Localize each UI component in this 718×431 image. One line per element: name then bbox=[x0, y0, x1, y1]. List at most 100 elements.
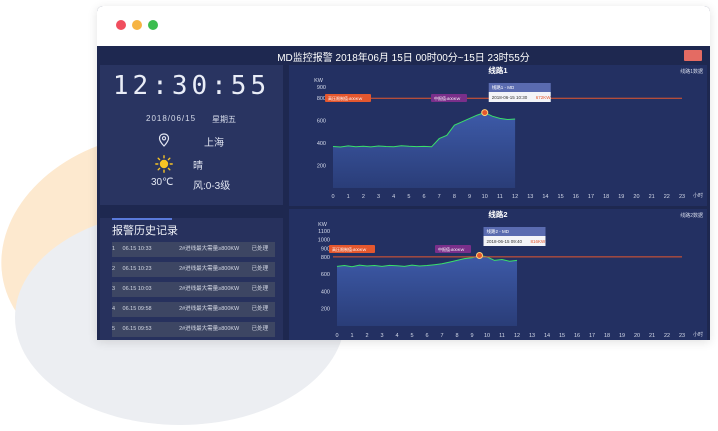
x-tick-label: 9 bbox=[470, 333, 473, 339]
history-row-message: 2#进线最大需量≥800KW bbox=[179, 246, 240, 252]
high-limit-tag-text: 高压限制值:800KW bbox=[332, 246, 366, 252]
x-tick-label: 4 bbox=[392, 194, 395, 200]
dashboard-header: MD监控报警 2018年06月 15日 00时00分~15日 23时55分 bbox=[97, 46, 710, 64]
history-row-status: 已处理 bbox=[251, 306, 269, 312]
sun-icon bbox=[155, 155, 173, 173]
high-limit-tag bbox=[329, 245, 375, 253]
x-tick-label: 5 bbox=[407, 194, 410, 200]
y-tick-label: 600 bbox=[321, 272, 330, 278]
history-row-message: 2#进线最大需量≥800KW bbox=[179, 326, 240, 332]
tooltip-time: 2018-06-15 10:30 bbox=[492, 95, 528, 100]
history-row[interactable]: 2 06.15 10:23 2#进线最大需量≥800KW 已处理 bbox=[112, 262, 275, 277]
x-tick-label: 19 bbox=[619, 333, 625, 339]
history-row-index: 4 bbox=[112, 306, 116, 312]
chart-title: 线路1 bbox=[488, 65, 507, 75]
history-row-time: 06.15 10:03 bbox=[122, 286, 152, 292]
history-row[interactable]: 4 06.15 09:58 2#进线最大需量≥800KW 已处理 bbox=[112, 302, 275, 317]
y-tick-label: 900 bbox=[317, 85, 326, 91]
history-row-status: 已处理 bbox=[251, 286, 269, 292]
x-tick-label: 7 bbox=[438, 194, 441, 200]
history-title: 报警历史记录 bbox=[112, 225, 178, 237]
x-tick-label: 5 bbox=[410, 333, 413, 339]
mid-limit-tag bbox=[431, 94, 467, 102]
x-tick-label: 19 bbox=[618, 194, 624, 200]
x-tick-label: 12 bbox=[514, 333, 520, 339]
history-row-time: 06.15 09:53 bbox=[122, 326, 152, 332]
x-tick-label: 22 bbox=[664, 333, 670, 339]
x-tick-label: 15 bbox=[558, 194, 564, 200]
x-tick-label: 11 bbox=[499, 333, 505, 339]
history-row-status: 已处理 bbox=[251, 326, 269, 332]
tooltip-time: 2018-06-15 09:40 bbox=[487, 239, 523, 244]
temperature: 30℃ bbox=[151, 177, 174, 188]
location-pin-icon bbox=[158, 133, 170, 147]
x-tick-label: 6 bbox=[425, 333, 428, 339]
tooltip-value: 816KW bbox=[531, 239, 547, 244]
history-row-status: 已处理 bbox=[251, 266, 269, 272]
tooltip-title: 线路2 - MD bbox=[487, 228, 510, 235]
x-tick-label: 7 bbox=[440, 333, 443, 339]
history-row-index: 3 bbox=[112, 286, 116, 292]
clock-weekday: 星期五 bbox=[212, 115, 236, 124]
highlight-point bbox=[481, 109, 489, 117]
x-tick-label: 23 bbox=[679, 194, 685, 200]
x-tick-label: 4 bbox=[395, 333, 398, 339]
x-tick-label: 21 bbox=[649, 333, 655, 339]
y-axis-label: KW bbox=[314, 78, 324, 84]
x-tick-label: 11 bbox=[497, 194, 503, 200]
x-tick-label: 2 bbox=[365, 333, 368, 339]
high-limit-tag-text: 高压限制值:800KW bbox=[328, 95, 362, 101]
history-row-time: 06.15 10:33 bbox=[122, 246, 152, 252]
history-row-index: 2 bbox=[112, 266, 116, 272]
chart-data-link: 线路2数据 bbox=[680, 212, 703, 219]
x-tick-label: 9 bbox=[468, 194, 471, 200]
close-dot-icon[interactable] bbox=[116, 20, 126, 30]
x-tick-label: 20 bbox=[634, 333, 640, 339]
alarm-button[interactable] bbox=[684, 50, 702, 61]
mid-limit-tag-text: 中报值:800KW bbox=[434, 95, 460, 101]
y-tick-label: 400 bbox=[321, 289, 330, 295]
clock-date: 2018/06/15 bbox=[146, 114, 197, 123]
x-tick-label: 14 bbox=[542, 194, 548, 200]
mid-limit-tag bbox=[435, 245, 471, 253]
history-row[interactable]: 1 06.15 10:33 2#进线最大需量≥800KW 已处理 bbox=[112, 242, 275, 257]
x-tick-label: 13 bbox=[527, 194, 533, 200]
history-accent-line bbox=[112, 218, 172, 220]
x-tick-label: 2 bbox=[362, 194, 365, 200]
history-row-time: 06.15 10:23 bbox=[122, 266, 152, 272]
dashboard: MD监控报警 2018年06月 15日 00时00分~15日 23时55分 12… bbox=[97, 46, 710, 340]
x-tick-label: 10 bbox=[484, 333, 490, 339]
y-tick-label: 200 bbox=[321, 307, 330, 313]
x-tick-label: 0 bbox=[331, 194, 334, 200]
x-tick-label: 18 bbox=[604, 333, 610, 339]
x-tick-label: 3 bbox=[377, 194, 380, 200]
x-tick-label: 17 bbox=[588, 194, 594, 200]
chart-title: 线路2 bbox=[488, 209, 507, 219]
x-tick-label: 16 bbox=[573, 194, 579, 200]
x-tick-label: 6 bbox=[423, 194, 426, 200]
y-tick-label: 600 bbox=[317, 119, 326, 125]
series-area bbox=[337, 255, 517, 326]
tooltip-body bbox=[483, 236, 546, 246]
window-titlebar bbox=[97, 6, 710, 46]
mid-limit-tag-text: 中报值:800KW bbox=[438, 246, 464, 252]
alarm-history-panel: 报警历史记录 1 06.15 10:33 2#进线最大需量≥800KW 已处理 … bbox=[100, 218, 283, 340]
y-tick-label: 900 bbox=[321, 246, 330, 252]
x-axis-label: 小时 bbox=[693, 331, 703, 338]
x-tick-label: 14 bbox=[544, 333, 550, 339]
history-row-message: 2#进线最大需量≥800KW bbox=[179, 306, 240, 312]
maximize-dot-icon[interactable] bbox=[148, 20, 158, 30]
y-tick-label: 200 bbox=[317, 164, 326, 170]
history-row[interactable]: 3 06.15 10:03 2#进线最大需量≥800KW 已处理 bbox=[112, 282, 275, 297]
y-tick-label: 1000 bbox=[318, 238, 330, 244]
y-tick-label: 1100 bbox=[318, 229, 330, 235]
tooltip-value: 672KW bbox=[536, 95, 552, 100]
x-tick-label: 1 bbox=[347, 194, 350, 200]
highlight-point bbox=[476, 252, 483, 260]
tooltip-body bbox=[488, 92, 551, 102]
x-tick-label: 0 bbox=[335, 333, 338, 339]
minimize-dot-icon[interactable] bbox=[132, 20, 142, 30]
history-row[interactable]: 5 06.15 09:53 2#进线最大需量≥800KW 已处理 bbox=[112, 322, 275, 337]
history-row-index: 1 bbox=[112, 246, 116, 252]
